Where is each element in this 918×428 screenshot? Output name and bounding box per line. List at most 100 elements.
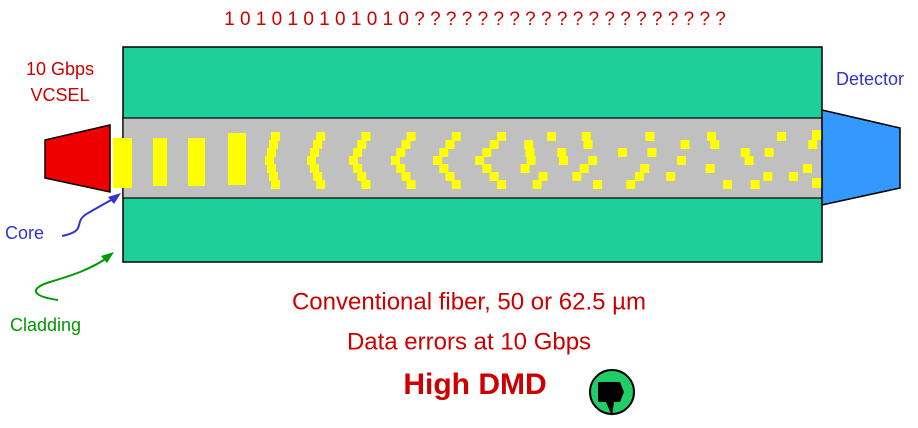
pulse [547,132,556,141]
pulse [188,138,205,186]
pulse [489,172,499,181]
pulse [645,132,655,141]
caption: Conventional fiber, 50 or 62.5 µm [292,288,646,315]
pulse [361,132,371,141]
pulse [271,180,280,189]
pulse [640,164,650,173]
pulse [666,172,676,181]
pulse [532,180,542,189]
bit-stream: 1 0 1 0 1 0 1 0 1 0 1 0 ? ? ? ? ? ? ? ? … [224,9,726,30]
pulse [581,132,591,141]
pulse [789,172,798,181]
pulse [349,156,358,165]
pulse [482,148,492,157]
pulse [269,172,278,181]
pulse [482,164,492,173]
pulse [559,156,568,165]
pulse [313,172,323,181]
pulse [401,140,411,149]
pulse [803,164,812,173]
pulse [353,164,363,173]
pulse [316,132,326,141]
pulse [361,180,371,189]
pulse [524,140,534,149]
detector-shape [821,109,901,206]
pulse [396,148,406,157]
pulse [489,140,499,149]
pulse [680,140,690,149]
pulse [764,148,774,157]
pulse [710,140,720,149]
pulse [538,172,548,181]
pulse [439,148,449,157]
pulse [525,148,535,157]
vcsel [44,124,111,193]
caption-emphasis: High DMD [403,368,546,401]
arrowhead [108,193,121,204]
pulse [634,172,644,181]
pulse [271,132,280,141]
pulse [353,148,363,157]
caption: Data errors at 10 Gbps [347,328,591,355]
pulse [406,132,416,141]
pulse [626,180,636,189]
pulse [153,138,167,186]
pulse [113,138,132,188]
pulse [557,148,567,157]
pulse [723,180,732,189]
pulse [310,164,320,173]
core-arrow [61,195,119,237]
pulse [497,180,506,189]
pulse [744,156,754,165]
pulse [313,140,323,149]
pulse [439,164,449,173]
pulse [763,172,773,181]
pulse [677,156,686,165]
pulse [445,140,455,149]
pulse [445,172,455,181]
pulse [572,172,582,181]
pulse [750,180,760,189]
detector-label: Detector [836,69,904,89]
pulse [307,156,316,165]
pulse [812,178,822,188]
pulse [401,172,411,181]
source-label: VCSEL [30,85,89,105]
pulse [451,132,461,141]
pulse [526,156,536,165]
pulse [406,180,416,189]
pulse [357,172,367,181]
pulse [357,140,367,149]
pulse [267,164,276,173]
pulse [808,140,818,149]
core-label: Core [5,223,44,243]
cladding-label: Cladding [10,315,81,335]
pulse [269,140,278,149]
pulse [451,180,461,189]
pulse [583,140,593,149]
pulse [707,132,716,141]
pulse [520,164,530,173]
pulse [497,132,506,141]
pulse [391,156,400,165]
source-label: 10 Gbps [26,59,94,79]
pulse [740,148,750,157]
pulse [647,148,657,157]
core [122,117,823,199]
pulse [812,130,822,140]
pulse [265,156,274,165]
pulses [113,130,822,189]
thumbs-down-icon [589,369,635,416]
cladding-arrow [35,255,111,301]
pulse [433,156,442,165]
pulse [228,133,246,185]
pulse [310,148,320,157]
pulse [777,132,786,141]
pulse [705,164,715,173]
pulse [588,156,598,165]
pulse [396,164,406,173]
arrowhead [101,252,114,263]
pulse [475,156,484,165]
pulse [267,148,276,157]
